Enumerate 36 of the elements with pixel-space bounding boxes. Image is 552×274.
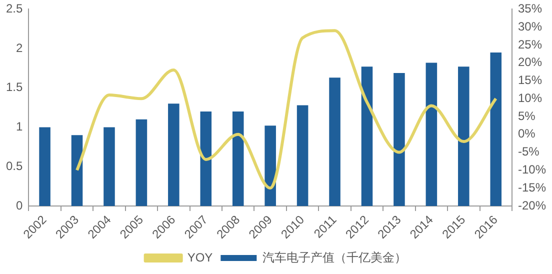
bar: [136, 119, 148, 206]
y2-tick-label: -10%: [518, 162, 546, 176]
y2-tick-label: 10%: [518, 90, 542, 105]
bar: [200, 112, 212, 206]
y2-tick-label: -15%: [518, 180, 546, 194]
bar: [361, 66, 373, 206]
y2-tick-label: 20%: [518, 55, 542, 70]
bar: [232, 112, 244, 206]
bar: [264, 126, 276, 206]
y-tick-label: 1: [16, 120, 23, 134]
y-tick-label: 0: [16, 198, 23, 212]
bar: [458, 66, 470, 206]
y-tick-label: 0.5: [6, 158, 23, 173]
bar: [394, 72, 405, 206]
bar: [490, 52, 502, 206]
bar: [296, 105, 308, 206]
y2-tick-label: 5%: [518, 108, 536, 123]
y2-tick-label: 15%: [518, 73, 542, 88]
y2-tick-label: 25%: [518, 37, 542, 52]
bar: [168, 104, 180, 206]
y2-tick-label: 30%: [518, 19, 542, 34]
bar: [426, 62, 438, 206]
y2-tick-label: 0%: [518, 126, 536, 141]
y-tick-label: 2.5: [6, 2, 23, 16]
bar: [71, 135, 83, 206]
bar: [39, 127, 50, 206]
y-tick-label: 2: [16, 40, 23, 55]
y-tick-label: 1.5: [6, 80, 23, 94]
y2-tick-label: -20%: [518, 198, 546, 212]
legend-label: YOY: [187, 250, 213, 264]
bar: [104, 127, 115, 206]
bar: [329, 78, 340, 206]
line-series: [76, 29, 498, 190]
legend-label: 汽车电子产值（千亿美金）: [262, 250, 407, 264]
y2-tick-label: -5%: [518, 144, 540, 159]
y2-tick-label: 35%: [518, 2, 542, 16]
